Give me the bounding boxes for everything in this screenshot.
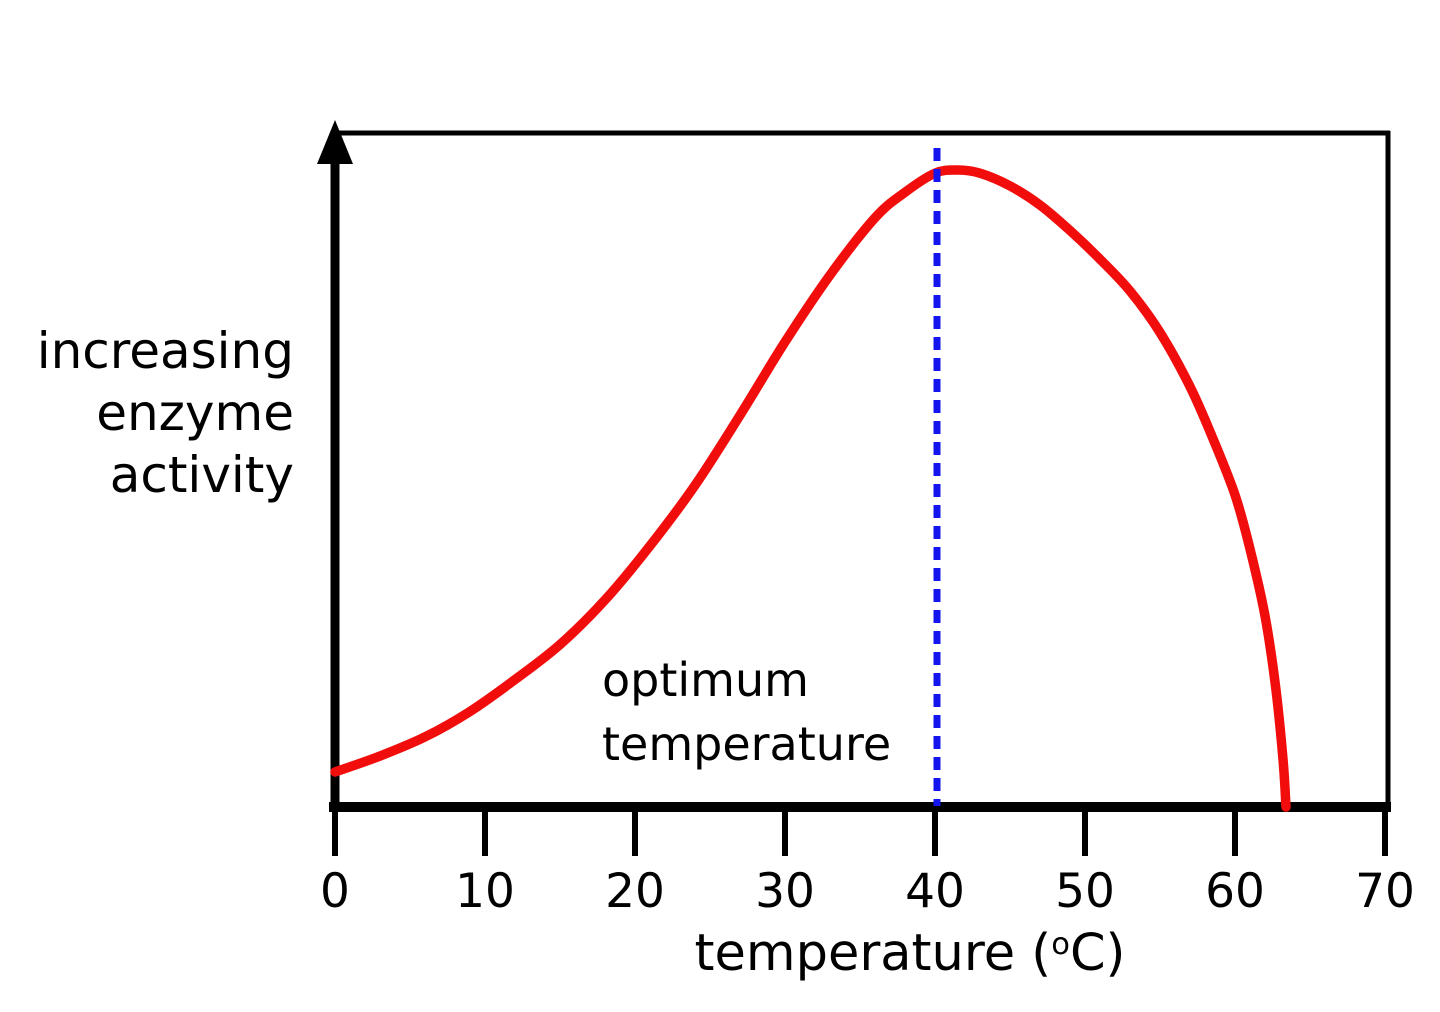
- x-tick-label: 30: [755, 864, 815, 919]
- y-axis-label-line1: increasing: [36, 322, 294, 380]
- y-axis-label-line2: enzyme: [96, 384, 294, 442]
- x-tick-label: 0: [320, 864, 350, 919]
- y-axis-arrowhead: [317, 120, 353, 164]
- x-tick-label: 10: [455, 864, 515, 919]
- x-axis-label: temperature (oC): [620, 924, 1200, 984]
- x-axis-label-prefix: temperature (: [694, 924, 1052, 983]
- x-tick-label: 70: [1355, 864, 1415, 919]
- optimum-temperature-annotation: optimum temperature: [602, 648, 891, 776]
- optimum-annotation-line1: optimum: [602, 653, 809, 707]
- x-axis-label-suffix: C): [1069, 924, 1126, 983]
- y-axis-label: increasing enzyme activity: [0, 320, 294, 506]
- y-axis-label-line3: activity: [109, 446, 294, 504]
- x-tick-label: 50: [1055, 864, 1115, 919]
- x-tick-label: 40: [905, 864, 965, 919]
- enzyme-activity-curve: [330, 165, 1291, 812]
- x-tick-label: 60: [1205, 864, 1265, 919]
- optimum-annotation-line2: temperature: [602, 717, 892, 771]
- x-axis-label-degree-sup: o: [1051, 927, 1070, 963]
- x-tick-label: 20: [605, 864, 665, 919]
